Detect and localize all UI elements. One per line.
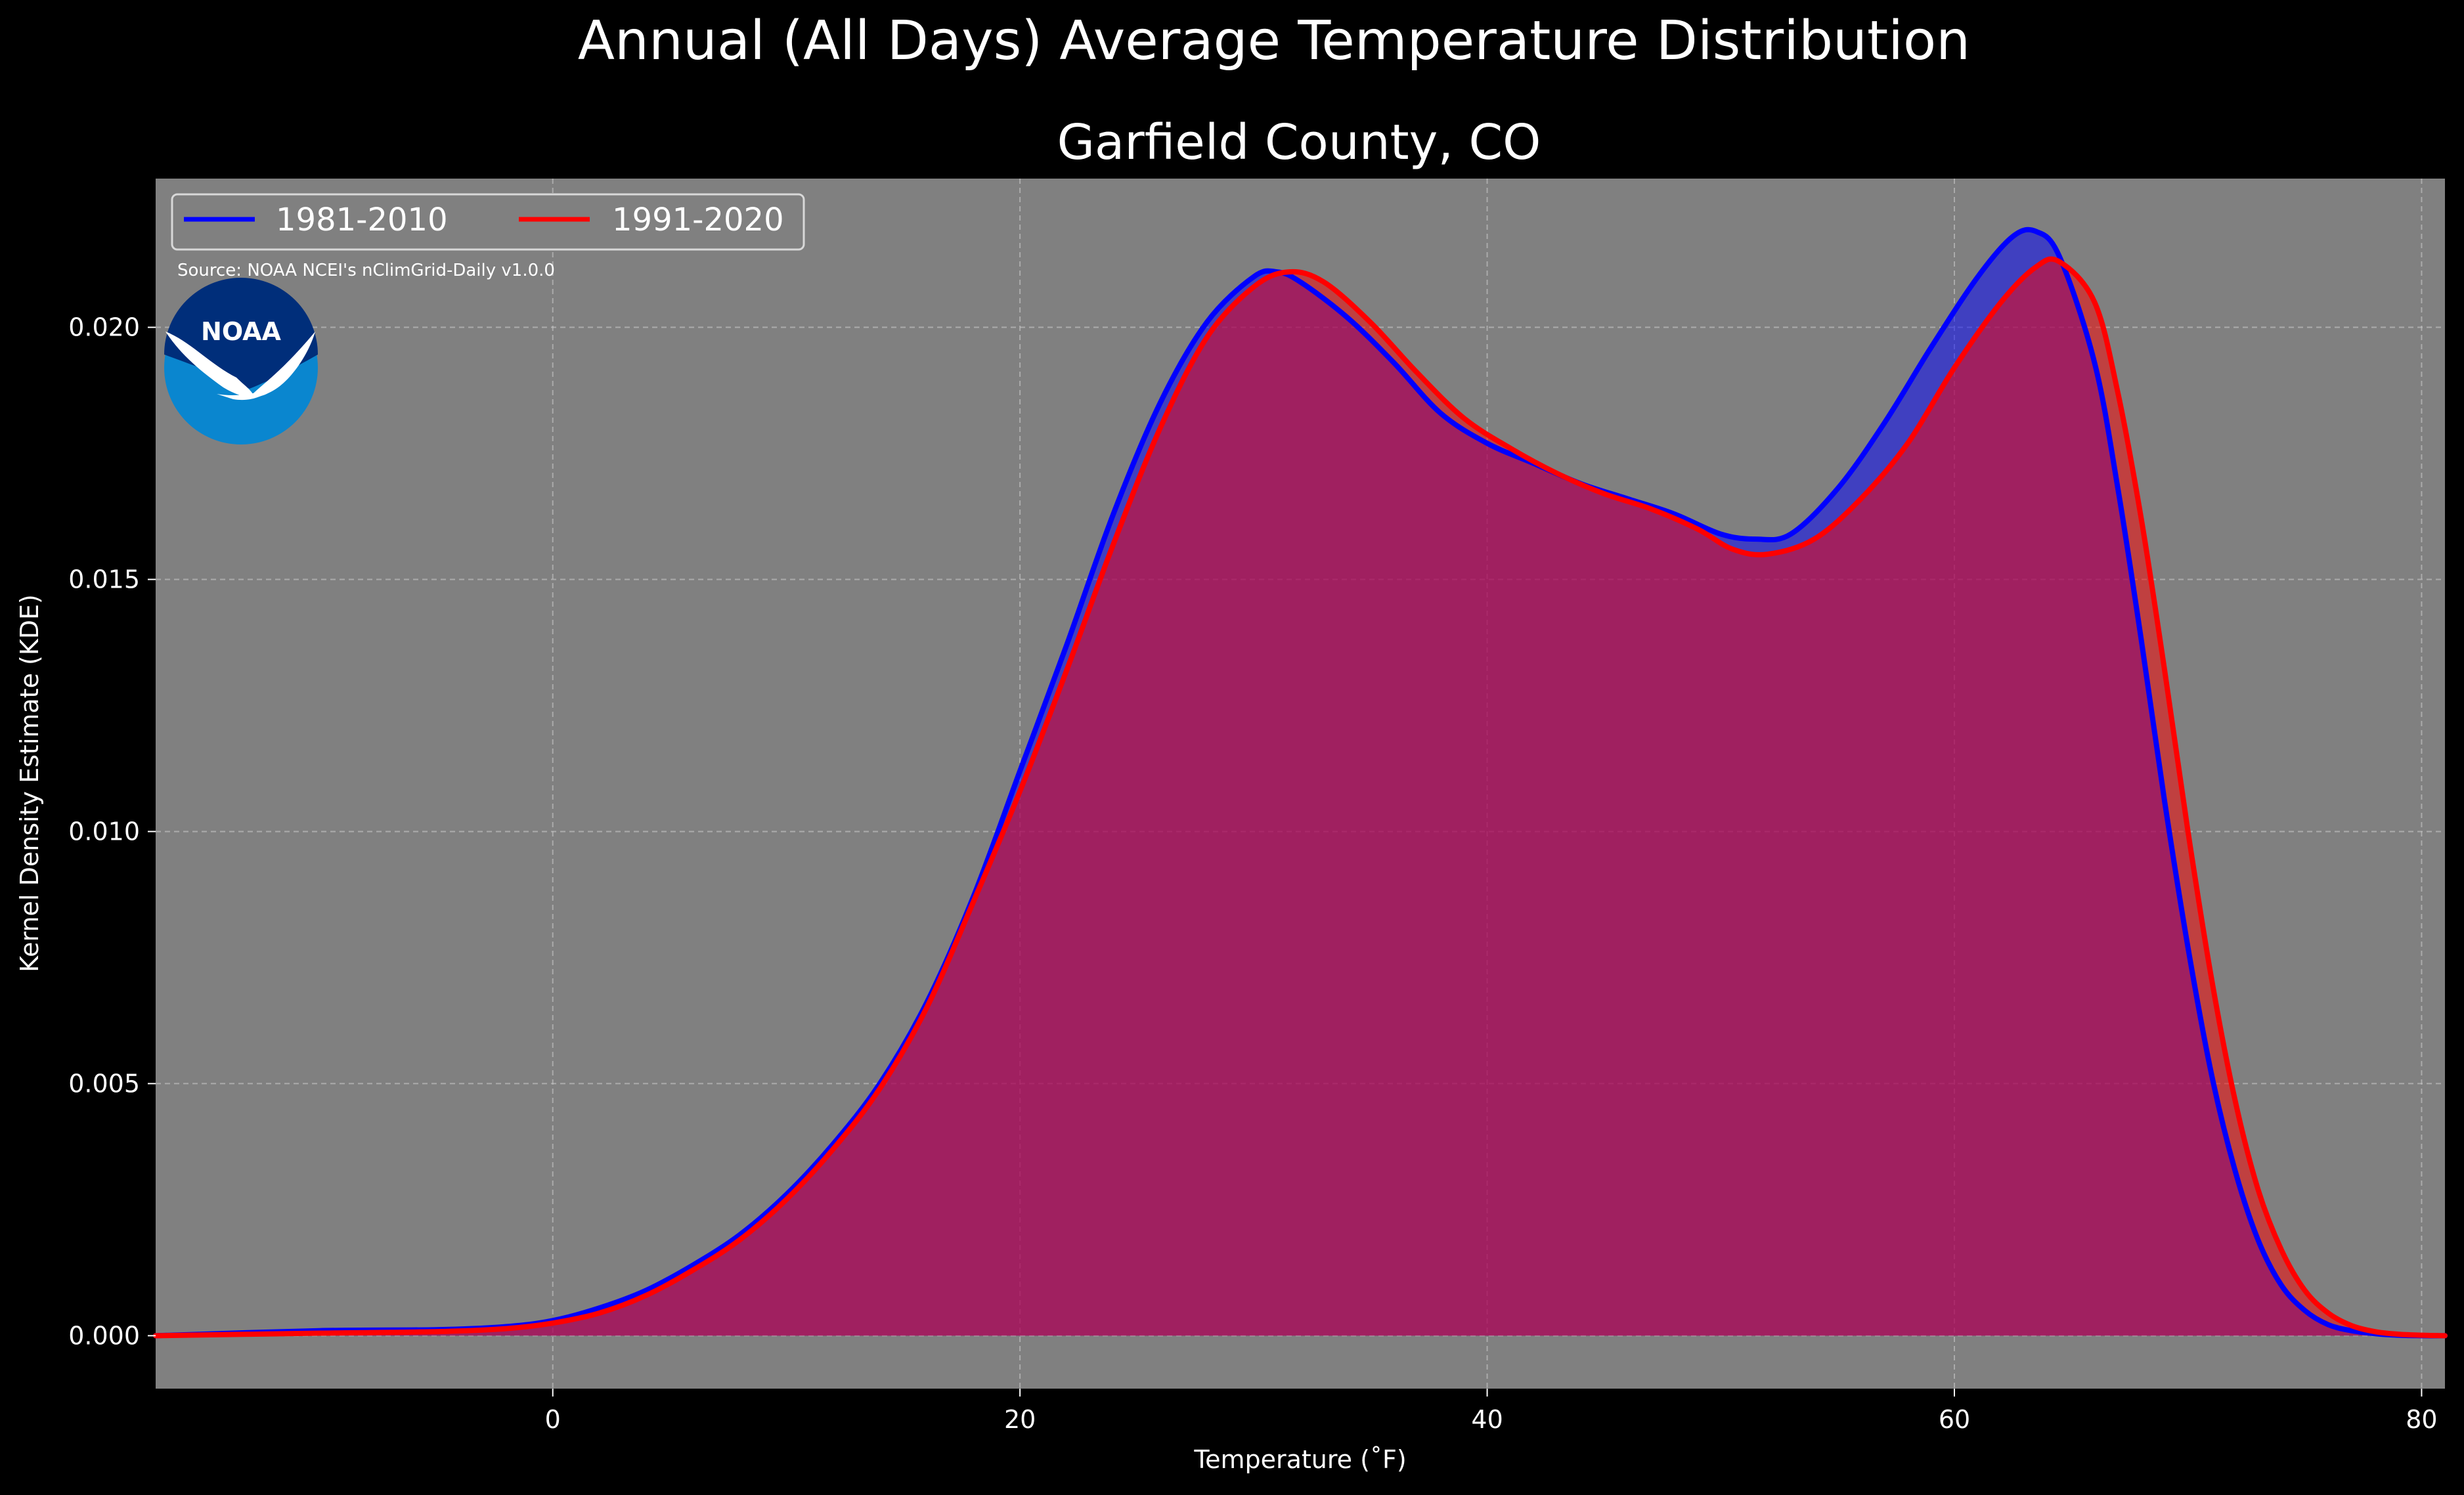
- y-axis-label: Kernel Density Estimate (KDE): [15, 594, 44, 972]
- legend: 1981-2010 1991-2020: [171, 193, 805, 251]
- y-tick-label: 0.010: [68, 817, 140, 846]
- legend-label-1981-2010: 1981-2010: [276, 202, 448, 238]
- x-tick-label: 20: [1004, 1405, 1036, 1434]
- x-axis: 0 20 40 60 80: [545, 1389, 2438, 1434]
- figure-suptitle: Annual (All Days) Average Temperature Di…: [578, 10, 1970, 72]
- series-fills: [156, 229, 2445, 1336]
- y-tick-label: 0.005: [68, 1069, 140, 1098]
- y-tick-label: 0.020: [68, 313, 140, 342]
- x-tick-label: 0: [545, 1405, 561, 1434]
- chart-title: Garfield County, CO: [1057, 114, 1541, 171]
- source-note: Source: NOAA NCEI's nClimGrid-Daily v1.0…: [177, 261, 555, 280]
- series-line-1991-2020: [153, 256, 2448, 1339]
- y-tick-label: 0.000: [68, 1321, 140, 1350]
- x-tick-label: 60: [1939, 1405, 1970, 1434]
- series-lines: [153, 227, 2448, 1339]
- x-tick-label: 40: [1471, 1405, 1503, 1434]
- noaa-logo: NOAA: [164, 278, 318, 444]
- legend-label-1991-2020: 1991-2020: [612, 202, 784, 238]
- legend-box: [171, 193, 805, 251]
- y-axis: 0.000 0.005 0.010 0.015 0.020: [68, 313, 156, 1350]
- y-tick-label: 0.015: [68, 565, 140, 594]
- x-tick-label: 80: [2406, 1405, 2437, 1434]
- noaa-gull-icon: [165, 332, 315, 397]
- noaa-gull-tail-icon: [217, 387, 275, 401]
- x-axis-label: Temperature (˚F): [1193, 1445, 1406, 1474]
- noaa-logo-text: NOAA: [201, 317, 281, 346]
- series-area-1991-2020: [156, 259, 2445, 1336]
